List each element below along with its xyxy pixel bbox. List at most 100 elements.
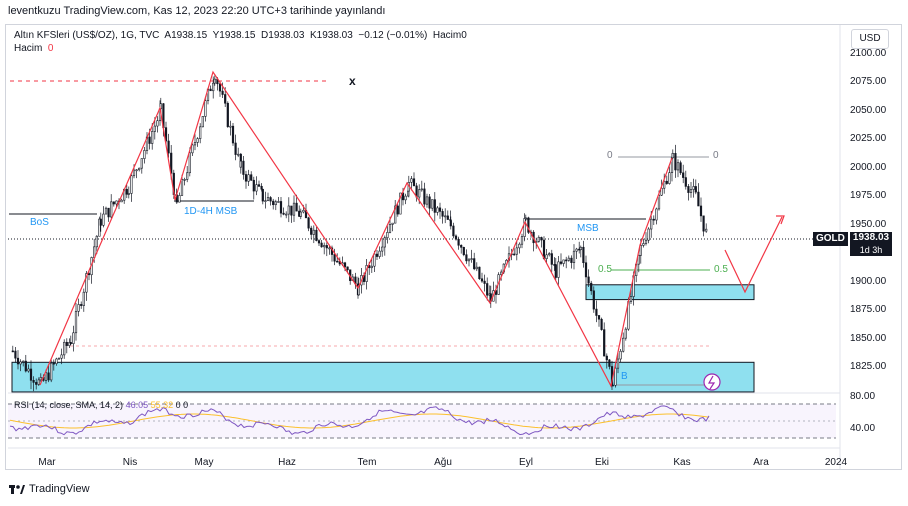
candle-body <box>684 177 687 187</box>
candle-body <box>14 350 17 359</box>
fib-zero-right: 0 <box>713 150 719 161</box>
close-value: K1938.03 <box>309 30 353 41</box>
candle-body <box>95 235 98 248</box>
candle-body <box>310 227 313 235</box>
candle-body <box>328 247 331 250</box>
candle-body <box>193 142 197 146</box>
candle-body <box>483 280 486 284</box>
candle-body <box>132 169 136 177</box>
candle-body <box>32 380 35 383</box>
candle-body <box>39 377 42 381</box>
brand-footer[interactable]: TradingView <box>9 483 90 495</box>
rsi-label: RSI (14, close, SMA, 14, 2) <box>14 400 124 410</box>
projection-arrowhead <box>776 215 785 225</box>
candle-body <box>102 213 105 226</box>
candle-body <box>29 368 33 381</box>
currency-button[interactable]: USD <box>851 29 889 49</box>
candle-body <box>608 359 611 367</box>
candle-body <box>151 131 154 144</box>
candle-body <box>473 258 476 270</box>
candle-body <box>307 217 310 229</box>
candle-body <box>373 253 376 267</box>
candle-body <box>478 266 481 280</box>
candle-body <box>98 218 101 237</box>
publish-info: leventkuzu TradingView.com, Kas 12, 2023… <box>8 5 386 17</box>
candle-body <box>537 237 540 242</box>
candle-body <box>652 218 655 221</box>
low-value: D1938.03 <box>261 30 305 41</box>
symbol-name[interactable]: Altın KFSleri (US$/OZ), 1G, TVC <box>14 30 160 41</box>
candle-body <box>660 187 663 196</box>
candle-body <box>559 261 563 264</box>
close-drawing-button[interactable]: x <box>349 74 356 88</box>
candle-body <box>323 245 326 248</box>
lightning-icon <box>703 373 721 391</box>
candle-body <box>213 78 216 84</box>
candle-body <box>156 120 159 127</box>
rsi-sma-value: 55.32 <box>150 400 174 410</box>
msb-label-2: MSB <box>577 223 599 234</box>
candle-body <box>565 259 568 262</box>
candle-body <box>388 224 392 233</box>
candle-body <box>229 125 232 128</box>
candle-body <box>47 372 50 381</box>
rsi-legend[interactable]: RSI (14, close, SMA, 14, 2) 46.05 55.32 … <box>14 400 188 410</box>
candle-body <box>467 258 471 262</box>
candle-body <box>82 291 85 306</box>
candle-body <box>605 355 608 361</box>
candle-body <box>274 201 277 206</box>
candle-body <box>260 185 263 190</box>
candle-body <box>69 342 72 345</box>
volume-legend[interactable]: Hacim 0 <box>14 43 53 54</box>
candle-body <box>239 160 242 168</box>
candle-body <box>199 126 202 139</box>
price-tick: 1900.00 <box>850 276 887 287</box>
candle-body <box>394 205 397 224</box>
candle-body <box>77 304 80 312</box>
candle-body <box>554 264 557 278</box>
candle-body <box>420 188 423 191</box>
rsi-value: 46.05 <box>125 400 149 410</box>
candle-body <box>462 247 465 256</box>
time-tick: May <box>194 457 214 468</box>
symbol-price-tag: GOLD <box>813 232 848 246</box>
candle-body <box>597 315 601 320</box>
demand-zone <box>11 361 755 393</box>
price-tick: 1850.00 <box>850 333 887 344</box>
candle-body <box>655 208 658 221</box>
candle-body <box>80 304 83 306</box>
candle-body <box>619 350 622 360</box>
candle-body <box>196 138 199 143</box>
candle-body <box>295 202 298 212</box>
candle-body <box>639 245 642 256</box>
candle-body <box>153 125 156 132</box>
candle-body <box>231 125 235 144</box>
candle-body <box>682 172 685 178</box>
high-value: Y1938.15 <box>212 30 256 41</box>
candle-body <box>234 142 237 155</box>
candle-body <box>545 254 548 260</box>
candle-body <box>127 193 130 195</box>
candle-body <box>674 153 677 171</box>
candle-body <box>381 246 384 252</box>
projection-path <box>724 216 783 294</box>
candle-body <box>19 361 22 365</box>
candle-body <box>52 362 55 365</box>
candle-body <box>138 167 141 171</box>
time-tick: Tem <box>357 457 377 468</box>
candle-body <box>500 271 503 275</box>
candle-body <box>209 88 212 92</box>
candle-body <box>579 246 582 250</box>
candle-body <box>224 94 227 104</box>
candle-body <box>624 328 627 339</box>
candle-body <box>333 254 336 262</box>
candle-body <box>562 259 565 264</box>
candle-body <box>550 253 553 265</box>
ob-label: B <box>621 371 628 382</box>
candle-body <box>687 186 690 193</box>
candle-body <box>302 209 305 213</box>
candle-body <box>110 201 113 218</box>
candle-body <box>140 158 143 169</box>
candle-body <box>399 192 402 215</box>
